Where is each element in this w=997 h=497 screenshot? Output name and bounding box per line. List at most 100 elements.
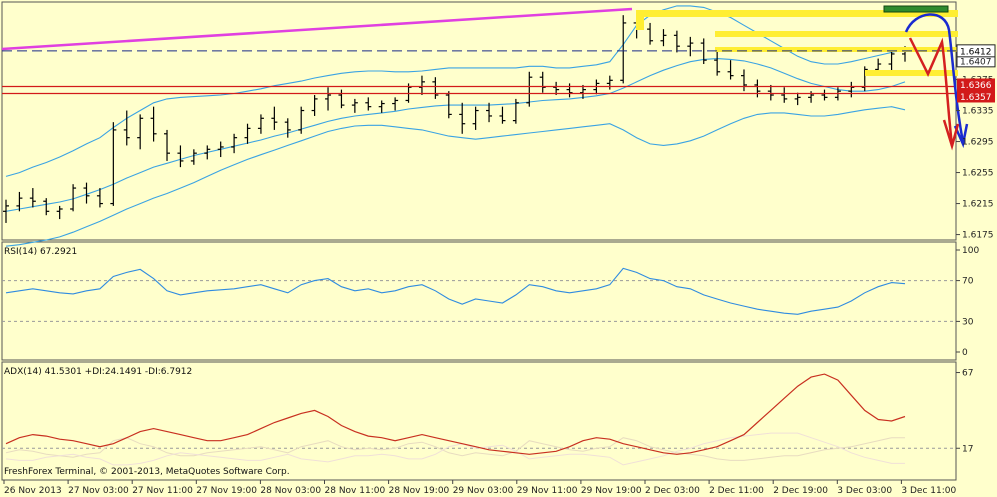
price-tick-label: 1.6295 <box>962 138 994 148</box>
price-tick-label: 1.6335 <box>962 107 994 117</box>
ohlc-bar <box>351 98 358 113</box>
ohlc-bar <box>392 97 399 111</box>
ohlc-bar <box>673 30 680 53</box>
ohlc-bar <box>284 118 291 138</box>
price-tag-red-upper-label: 1.6366 <box>960 81 992 91</box>
ohlc-bar <box>740 69 747 92</box>
ohlc-bar <box>647 22 654 45</box>
ohlc-bar <box>70 184 77 212</box>
plus-di-line <box>5 437 905 461</box>
ohlc-bar <box>418 75 425 96</box>
adx-tick-label: 67 <box>962 369 973 379</box>
ohlc-bar <box>539 71 546 93</box>
ohlc-bar <box>660 29 667 47</box>
time-tick-label: 2 Dec 03:00 <box>645 486 700 496</box>
ohlc-bar <box>3 199 9 223</box>
price-tag-current-label: 1.6412 <box>960 47 992 57</box>
ohlc-bar <box>794 92 801 106</box>
price-tick-label: 1.6175 <box>962 231 994 241</box>
ohlc-bar <box>781 87 788 103</box>
yellow-zone-top <box>636 10 958 17</box>
yellow-zone-bottom <box>865 70 958 76</box>
rsi-tick-label: 70 <box>962 277 974 287</box>
ohlc-bar <box>459 102 466 134</box>
ohlc-bar <box>714 50 721 76</box>
time-tick-label: 2 Dec 11:00 <box>709 486 764 496</box>
ohlc-bar <box>566 83 573 98</box>
ohlc-bar <box>338 89 345 109</box>
ohlc-bar <box>687 36 694 57</box>
rsi-line <box>5 267 906 315</box>
ohlc-bar <box>620 15 627 84</box>
trendline-magenta <box>1 7 633 51</box>
time-tick-label: 29 Nov 11:00 <box>517 486 578 496</box>
adx-panel <box>1 361 957 481</box>
ohlc-bar <box>16 191 23 212</box>
forecast-arrowhead-blue <box>953 123 969 149</box>
time-tick-label: 27 Nov 03:00 <box>68 486 129 496</box>
time-tick-label: 2 Dec 19:00 <box>773 486 828 496</box>
ohlc-bar <box>137 114 144 150</box>
time-tick-label: 27 Nov 11:00 <box>132 486 193 496</box>
time-tick-label: 28 Nov 03:00 <box>260 486 321 496</box>
price-tag-behind-label: 1.6407 <box>960 57 992 67</box>
yellow-zone-middle <box>715 31 958 37</box>
ohlc-bar <box>727 60 734 80</box>
price-tag-red-upper-bg <box>957 78 995 91</box>
rsi-tick-label: 100 <box>962 246 979 256</box>
rsi-panel <box>1 241 957 361</box>
price-tag-red-lower: 1.6357 <box>957 90 995 103</box>
adx-tick-label: 17 <box>962 444 973 454</box>
green-target-box <box>883 5 949 13</box>
ohlc-bar <box>110 122 117 206</box>
ohlc-bar <box>325 87 332 111</box>
ohlc-bar <box>445 91 452 119</box>
time-tick-label: 29 Nov 03:00 <box>453 486 514 496</box>
ohlc-bar <box>512 98 519 124</box>
rsi-tick-label: 0 <box>962 348 968 358</box>
forecast-arrow-red <box>908 37 954 147</box>
yellow-zone-lower <box>715 47 958 52</box>
price-tag-red-upper: 1.6366 <box>957 78 995 91</box>
ohlc-bar <box>123 110 130 146</box>
time-tick-label: 29 Nov 19:00 <box>581 486 642 496</box>
ohlc-bar <box>579 84 586 99</box>
ohlc-bar <box>486 102 493 123</box>
ohlc-bar <box>83 182 90 204</box>
time-tick-label: 3 Dec 03:00 <box>837 486 892 496</box>
rsi-title: RSI(14) 67.2921 <box>4 247 77 257</box>
adx-title: ADX(14) 41.5301 +DI:24.1491 -DI:6.7912 <box>4 367 192 377</box>
yellow-zone-left <box>636 10 644 30</box>
ohlc-bar <box>150 106 157 142</box>
ohlc-bar <box>888 50 895 72</box>
ohlc-bar <box>432 77 439 99</box>
ohlc-bar <box>821 89 828 101</box>
ohlc-bar <box>311 95 318 116</box>
ohlc-bar <box>526 71 533 107</box>
ohlc-bar <box>767 84 774 101</box>
bollinger-middle-line <box>5 58 906 212</box>
ohlc-bar <box>499 106 506 124</box>
ohlc-bar <box>365 97 372 111</box>
ohlc-bar <box>700 38 707 65</box>
adx-line <box>5 373 906 455</box>
bollinger-lower-line <box>5 106 906 247</box>
ohlc-bar <box>29 188 36 208</box>
ohlc-bar <box>190 149 197 165</box>
ohlc-bar <box>378 100 385 113</box>
ohlc-bar <box>231 133 238 154</box>
ohlc-bar <box>553 81 560 96</box>
price-tick-label: 1.6255 <box>962 169 994 179</box>
ohlc-bar <box>96 188 103 208</box>
ohlc-bar <box>257 114 264 134</box>
ohlc-bar <box>298 106 305 134</box>
price-tag-current: 1.6412 <box>956 44 996 58</box>
time-tick-label: 27 Nov 19:00 <box>196 486 257 496</box>
price-tag-current-bg <box>956 44 996 58</box>
ohlc-bar <box>204 145 211 160</box>
price-tag-red-lower-bg <box>957 90 995 103</box>
ohlc-bar <box>754 79 761 98</box>
forecast-arrowhead-red <box>942 119 960 151</box>
ohlc-bar <box>271 106 278 130</box>
